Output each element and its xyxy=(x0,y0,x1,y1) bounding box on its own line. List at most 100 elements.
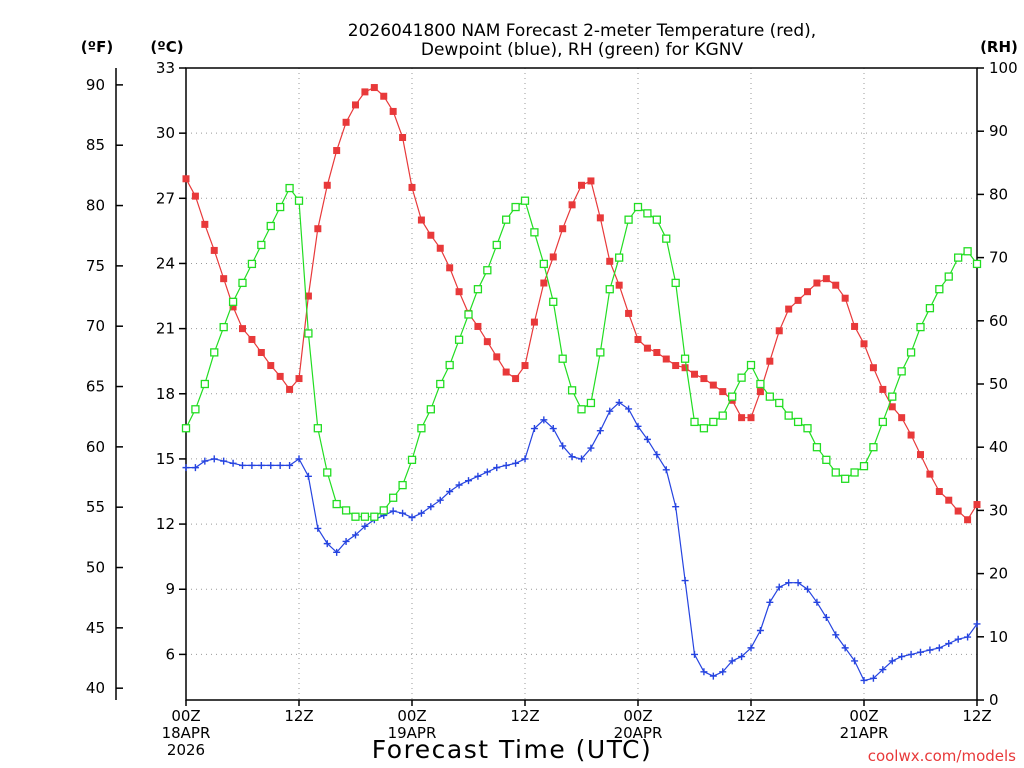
dewpoint-data-point xyxy=(427,503,435,511)
dewpoint-data-point xyxy=(220,457,228,465)
temperature-data-point xyxy=(417,216,425,224)
series-layer xyxy=(181,84,982,684)
rh-data-point xyxy=(963,247,972,256)
temperature-data-point xyxy=(323,181,331,189)
fahrenheit-tick-label: 50 xyxy=(86,559,105,577)
rh-tick-label: 20 xyxy=(989,565,1008,583)
dewpoint-series-line xyxy=(186,401,978,682)
fahrenheit-tick-label: 70 xyxy=(86,317,105,335)
rh-data-point xyxy=(539,259,548,269)
rh-data-point xyxy=(737,373,746,382)
rh-data-point xyxy=(699,424,709,433)
fahrenheit-tick-label: 55 xyxy=(86,498,105,516)
rh-data-point xyxy=(511,202,520,212)
rh-data-point xyxy=(549,297,558,306)
temperature-data-point xyxy=(493,353,501,361)
temperature-data-point xyxy=(220,275,228,283)
rh-data-point xyxy=(323,468,332,477)
dewpoint-data-point xyxy=(700,668,708,676)
temperature-data-point xyxy=(502,368,510,376)
temperature-data-point xyxy=(512,375,520,383)
rh-data-point xyxy=(897,367,906,376)
credit-text: coolwx.com/models xyxy=(868,747,1016,765)
rh-data-point xyxy=(191,405,200,414)
rh-data-point xyxy=(869,443,878,452)
temperature-data-point xyxy=(201,220,209,228)
temperature-data-point xyxy=(662,355,670,363)
rh-data-point xyxy=(671,278,680,288)
rh-data-point xyxy=(276,202,285,212)
dewpoint-data-point xyxy=(964,633,972,641)
dewpoint-data-point xyxy=(917,648,924,656)
dewpoint-data-point xyxy=(728,657,736,665)
x-tick-label: 12Z xyxy=(510,707,539,725)
rh-data-point xyxy=(426,405,435,414)
fahrenheit-tick-label: 75 xyxy=(86,257,105,275)
celsius-tick-label: 15 xyxy=(156,450,175,468)
dewpoint-data-point xyxy=(888,657,896,665)
rh-data-point xyxy=(859,462,869,471)
x-tick-label: 12Z xyxy=(284,707,313,725)
dewpoint-data-point xyxy=(662,466,670,474)
temperature-data-point xyxy=(540,279,548,287)
rh-data-point xyxy=(756,379,765,389)
dewpoint-data-point xyxy=(935,644,943,652)
temperature-data-point xyxy=(973,501,981,509)
temperature-data-point xyxy=(804,288,811,296)
rh-tick-label: 80 xyxy=(989,185,1008,203)
dewpoint-data-point xyxy=(747,644,755,652)
temperature-data-point xyxy=(389,107,397,115)
rh-unit-label: (RH) xyxy=(980,38,1018,56)
temperature-data-point xyxy=(248,335,256,343)
rh-data-point xyxy=(586,398,596,408)
dewpoint-data-point xyxy=(653,451,661,459)
dewpoint-data-point xyxy=(483,468,491,476)
temperature-data-point xyxy=(926,470,934,478)
temperature-data-point xyxy=(436,244,444,252)
temperature-data-point xyxy=(756,388,764,396)
dewpoint-data-point xyxy=(709,672,717,680)
rh-data-point xyxy=(662,234,671,243)
rh-data-point xyxy=(775,398,784,408)
dewpoint-data-point xyxy=(615,398,623,406)
rh-data-point xyxy=(643,209,652,218)
rh-data-point xyxy=(605,285,614,294)
temperature-data-point xyxy=(653,349,661,357)
temperature-data-point xyxy=(672,362,680,370)
rh-tick-label: 100 xyxy=(989,59,1018,77)
fahrenheit-tick-label: 40 xyxy=(86,679,105,697)
temperature-data-point xyxy=(455,288,463,296)
dewpoint-data-point xyxy=(785,579,793,587)
dewpoint-data-point xyxy=(634,422,642,430)
celsius-tick-label: 12 xyxy=(156,515,175,533)
rh-data-point xyxy=(784,411,793,420)
temperature-data-point xyxy=(700,375,708,383)
temperature-data-point xyxy=(907,431,915,439)
dewpoint-data-point xyxy=(672,503,680,511)
dewpoint-data-point xyxy=(822,613,830,621)
rh-data-point xyxy=(398,480,407,490)
dewpoint-data-point xyxy=(408,514,416,522)
dewpoint-data-point xyxy=(257,461,265,469)
dewpoint-data-point xyxy=(446,488,454,496)
dewpoint-data-point xyxy=(643,435,651,443)
rh-data-point xyxy=(370,512,379,521)
temperature-data-point xyxy=(474,322,482,330)
dewpoint-data-point xyxy=(832,631,840,639)
rh-data-point xyxy=(483,266,492,275)
dewpoint-data-point xyxy=(333,548,341,556)
rh-data-point xyxy=(257,240,266,250)
dewpoint-data-point xyxy=(973,620,981,628)
temperature-data-point xyxy=(267,362,275,370)
rh-data-point xyxy=(878,417,887,427)
temperature-data-point xyxy=(869,364,877,372)
rh-data-point xyxy=(464,310,473,319)
rh-tick-label: 40 xyxy=(989,438,1008,456)
dewpoint-data-point xyxy=(907,650,915,658)
celsius-tick-label: 27 xyxy=(156,189,175,207)
rh-tick-label: 90 xyxy=(989,122,1008,140)
rh-data-point xyxy=(341,506,351,515)
rh-data-point xyxy=(718,411,727,420)
